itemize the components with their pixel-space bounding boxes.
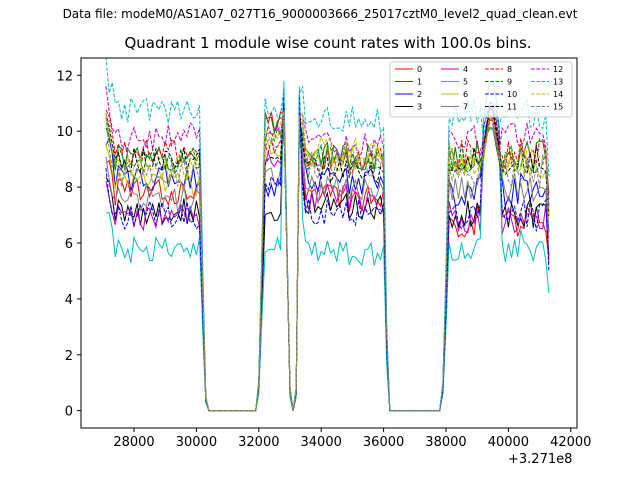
y-tick-label: 8	[65, 181, 73, 196]
x-tick-label: 36000	[363, 435, 404, 450]
legend-label: 15	[553, 103, 563, 112]
y-tick-label: 4	[65, 293, 73, 308]
series-line-14	[105, 111, 550, 412]
legend-label: 1	[417, 78, 422, 87]
legend-label: 0	[417, 65, 422, 74]
x-tick-label: 30000	[176, 435, 217, 450]
y-axis: 0 2 4 6 8 10 12	[56, 69, 81, 420]
series-line-12	[105, 86, 550, 412]
y-tick-label: 6	[65, 237, 73, 252]
y-tick-label: 10	[56, 125, 73, 140]
x-tick-label: 28000	[113, 435, 154, 450]
chart-title: Quadrant 1 module wise count rates with …	[124, 34, 532, 52]
y-tick-label: 0	[65, 405, 73, 420]
legend-label: 2	[417, 90, 422, 99]
y-tick-label: 2	[65, 349, 73, 364]
legend-label: 7	[463, 103, 468, 112]
legend-label: 6	[463, 90, 468, 99]
legend-label: 9	[507, 78, 512, 87]
series-line-7	[105, 114, 550, 412]
legend-label: 5	[463, 78, 468, 87]
legend-label: 3	[417, 103, 422, 112]
series-line-10	[105, 89, 550, 412]
legend-box	[389, 61, 573, 118]
legend-label: 10	[507, 90, 517, 99]
x-tick-label: 42000	[550, 435, 591, 450]
series-line-9	[105, 111, 550, 412]
x-tick-label: 40000	[488, 435, 529, 450]
legend-label: 8	[507, 65, 512, 74]
legend-label: 11	[507, 103, 517, 112]
legend-label: 14	[553, 90, 563, 99]
series-line-15	[105, 114, 550, 412]
x-tick-label: 32000	[238, 435, 279, 450]
legend-label: 12	[553, 65, 563, 74]
y-tick-label: 12	[56, 69, 73, 84]
legend-label: 4	[463, 65, 468, 74]
x-axis-offset-label: +3.271e8	[508, 452, 573, 467]
x-tick-label: 34000	[301, 435, 342, 450]
x-tick-label: 38000	[425, 435, 466, 450]
legend-label: 13	[553, 78, 563, 87]
x-axis: 28000 30000 32000 34000 36000 38000 40000 42000	[113, 428, 591, 450]
figure-suptitle: Data file: modeM0/AS1A07_027T16_90000036…	[62, 7, 578, 21]
